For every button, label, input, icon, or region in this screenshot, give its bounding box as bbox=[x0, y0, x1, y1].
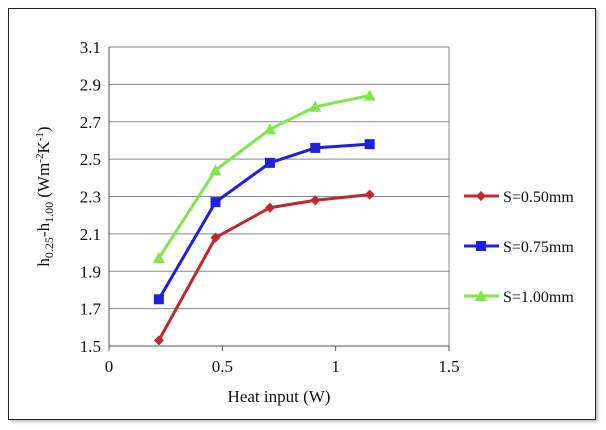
legend: S=0.50mm S=0.75mm S=1.00mm bbox=[464, 189, 574, 306]
legend-entry: S=1.00mm bbox=[503, 289, 574, 306]
y-tick-label: 2.7 bbox=[80, 113, 102, 132]
y-label-sup1: -2 bbox=[34, 154, 46, 163]
y-tick-label: 2.9 bbox=[80, 75, 101, 94]
data-point bbox=[309, 100, 322, 112]
y-label-sup2: -1 bbox=[34, 132, 46, 141]
data-point bbox=[209, 164, 222, 176]
axes bbox=[108, 47, 450, 351]
series-lines bbox=[152, 89, 376, 346]
legend-swatch-marker bbox=[476, 241, 486, 251]
chart-frame: 1.5 1.7 1.9 2.1 2.3 2.5 2.7 2.9 3.1 0 0.5 1 1.5 S=0… bbox=[8, 8, 596, 420]
x-axis-label: Heat input (W) bbox=[228, 387, 331, 406]
y-tick-label: 2.3 bbox=[80, 188, 101, 207]
y-tick-label: 2.1 bbox=[80, 225, 101, 244]
series-line bbox=[157, 142, 370, 301]
y-label-sub1: 0.25 bbox=[42, 237, 56, 258]
data-point bbox=[364, 139, 375, 150]
y-label-sub2: 1.00 bbox=[42, 202, 56, 223]
series-line bbox=[157, 193, 370, 342]
x-tick-label: 0.5 bbox=[212, 357, 233, 376]
legend-entry: S=0.50mm bbox=[503, 189, 574, 206]
y-tick-label: 2.5 bbox=[80, 150, 101, 169]
y-label-unit-mid: K bbox=[34, 141, 53, 154]
data-point bbox=[264, 202, 275, 213]
data-point bbox=[153, 294, 164, 305]
y-label-unit-close: ) bbox=[34, 126, 53, 132]
x-tick-label: 1 bbox=[331, 357, 340, 376]
y-tick-label: 1.7 bbox=[80, 300, 102, 319]
data-point bbox=[210, 232, 221, 243]
legend-swatch-marker bbox=[476, 191, 486, 201]
legend-swatch-marker bbox=[475, 290, 487, 301]
y-label-dash: -h bbox=[34, 222, 53, 237]
y-label-base: h bbox=[34, 258, 53, 267]
data-point bbox=[263, 123, 276, 135]
y-tick-label: 3.1 bbox=[80, 38, 101, 57]
y-tick-label: 1.5 bbox=[80, 337, 101, 356]
data-point bbox=[210, 197, 221, 208]
legend-entry: S=0.75mm bbox=[503, 239, 574, 256]
data-point bbox=[264, 157, 275, 168]
x-tick-label: 0 bbox=[105, 357, 114, 376]
data-point bbox=[364, 189, 375, 200]
y-tick-labels: 1.5 1.7 1.9 2.1 2.3 2.5 2.7 2.9 3.1 bbox=[80, 38, 102, 356]
y-tick-label: 1.9 bbox=[80, 262, 101, 281]
y-label-unit-open: (Wm bbox=[34, 163, 53, 202]
x-tick-labels: 0 0.5 1 1.5 bbox=[105, 357, 460, 376]
y-axis-label: h0.25-h1.00 (Wm-2K-1) bbox=[34, 126, 56, 266]
x-tick-label: 1.5 bbox=[438, 357, 459, 376]
data-point bbox=[310, 195, 321, 206]
data-point bbox=[310, 142, 321, 153]
data-point bbox=[153, 335, 164, 346]
chart: 1.5 1.7 1.9 2.1 2.3 2.5 2.7 2.9 3.1 0 0.5 1 1.5 S=0… bbox=[34, 38, 574, 406]
data-point bbox=[363, 89, 376, 101]
data-point bbox=[152, 252, 165, 264]
